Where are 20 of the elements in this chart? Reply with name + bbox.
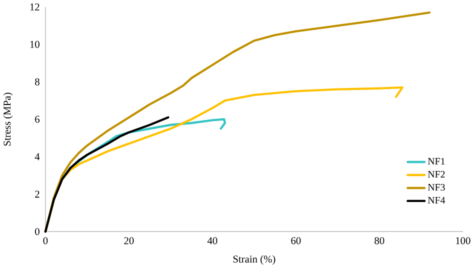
x-tick-label: 80: [374, 237, 384, 244]
y-axis-title: Stress (MPa): [3, 92, 13, 146]
x-tick-label: 40: [207, 237, 218, 244]
y-tick-label: 10: [30, 40, 40, 48]
x-tick-label: 100: [456, 237, 470, 244]
y-tick-label: 12: [30, 3, 40, 10]
y-tick-label: 0: [35, 228, 40, 235]
x-tick-label: 20: [124, 237, 134, 244]
y-tick-label: 2: [35, 190, 40, 198]
legend-label: NF1: [428, 158, 445, 164]
x-tick-label: 0: [43, 237, 48, 244]
x-axis-title: Strain (%): [233, 255, 276, 265]
y-tick-label: 6: [35, 116, 40, 123]
legend-label: NF2: [428, 170, 445, 178]
legend-label: NF4: [428, 196, 446, 204]
legend-label: NF3: [428, 184, 445, 190]
y-tick-label: 4: [34, 153, 40, 160]
x-tick-label: 60: [291, 237, 301, 244]
line-series: [44, 116, 170, 233]
y-tick-label: 8: [35, 78, 40, 86]
